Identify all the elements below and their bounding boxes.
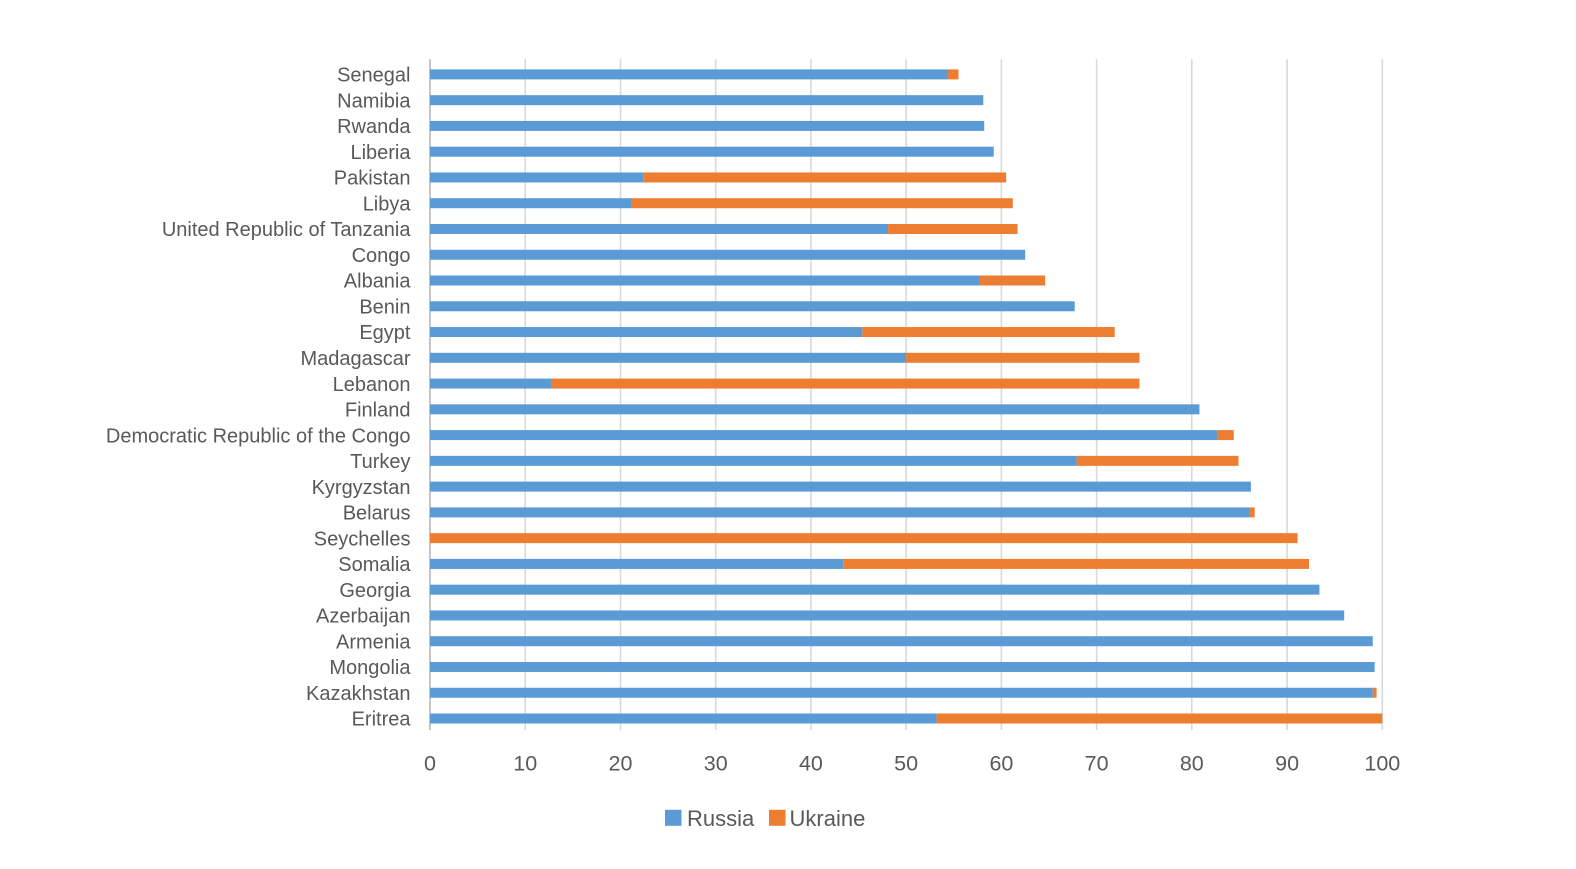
- svg-text:90: 90: [1275, 752, 1299, 776]
- svg-text:Ukraine: Ukraine: [790, 806, 866, 831]
- svg-text:Azerbaijan: Azerbaijan: [316, 606, 411, 628]
- svg-text:Mongolia: Mongolia: [329, 657, 411, 679]
- svg-text:Russia: Russia: [687, 806, 755, 831]
- svg-text:Libya: Libya: [363, 193, 412, 215]
- svg-text:Kazakhstan: Kazakhstan: [306, 683, 411, 705]
- svg-text:0: 0: [424, 752, 436, 776]
- svg-text:Madagascar: Madagascar: [300, 348, 410, 370]
- svg-text:Congo: Congo: [352, 245, 411, 267]
- svg-text:70: 70: [1085, 752, 1109, 776]
- svg-text:Rwanda: Rwanda: [337, 116, 411, 138]
- svg-text:40: 40: [799, 752, 823, 776]
- svg-text:60: 60: [989, 752, 1013, 776]
- svg-text:Albania: Albania: [344, 271, 412, 293]
- svg-text:Senegal: Senegal: [337, 65, 410, 87]
- svg-text:Somalia: Somalia: [338, 554, 411, 576]
- svg-text:Lebanon: Lebanon: [333, 374, 411, 396]
- svg-text:10: 10: [513, 752, 537, 776]
- svg-text:Finland: Finland: [345, 400, 411, 422]
- svg-text:Benin: Benin: [359, 296, 410, 318]
- svg-text:Georgia: Georgia: [339, 580, 411, 602]
- svg-text:80: 80: [1180, 752, 1204, 776]
- svg-text:20: 20: [609, 752, 633, 776]
- svg-text:100: 100: [1364, 752, 1400, 776]
- svg-text:Namibia: Namibia: [337, 90, 411, 112]
- svg-text:Pakistan: Pakistan: [334, 168, 411, 190]
- svg-text:Kyrgyzstan: Kyrgyzstan: [312, 477, 411, 499]
- svg-text:30: 30: [704, 752, 728, 776]
- svg-text:Seychelles: Seychelles: [314, 528, 411, 550]
- svg-text:Belarus: Belarus: [343, 503, 411, 525]
- svg-text:Democratic Republic of the Con: Democratic Republic of the Congo: [106, 425, 411, 447]
- svg-text:Turkey: Turkey: [350, 451, 410, 473]
- svg-text:Liberia: Liberia: [350, 142, 411, 164]
- svg-text:50: 50: [894, 752, 918, 776]
- svg-text:Egypt: Egypt: [359, 322, 411, 344]
- svg-text:United Republic of Tanzania: United Republic of Tanzania: [162, 219, 412, 241]
- svg-text:Armenia: Armenia: [336, 631, 411, 653]
- svg-text:Eritrea: Eritrea: [352, 709, 412, 731]
